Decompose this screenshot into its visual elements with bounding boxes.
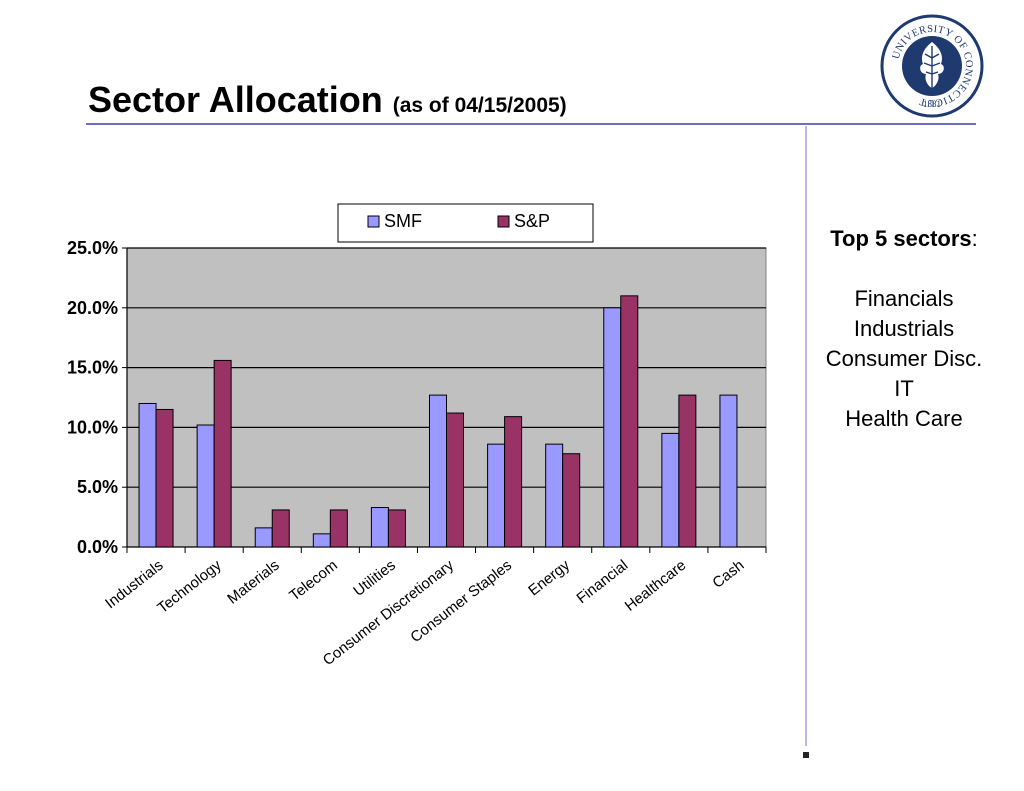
slide-subtitle: (as of 04/15/2005) — [392, 94, 567, 117]
y-tick-label: 20.0% — [67, 298, 118, 318]
x-tick-label: Materials — [224, 557, 282, 608]
bar-sp — [271, 509, 290, 548]
y-tick-label: 15.0% — [67, 358, 118, 378]
bar-smf — [312, 533, 331, 548]
top-sectors-heading: Top 5 sectors: — [808, 224, 1000, 254]
legend-swatch — [367, 215, 380, 228]
y-tick-label: 25.0% — [67, 238, 118, 258]
university-seal-logo: UNIVERSITY OF CONNECTICUT 1881 — [880, 14, 984, 118]
bar-smf — [196, 424, 215, 548]
bar-smf — [254, 527, 273, 548]
x-tick-label: Technology — [154, 556, 225, 616]
top-sector-item: Financials — [854, 286, 954, 311]
bar-smf — [487, 443, 506, 548]
x-tick-label: Healthcare — [622, 557, 690, 615]
bar-sp — [562, 453, 581, 548]
x-tick-label: Telecom — [286, 557, 340, 605]
bar-sp — [504, 416, 523, 548]
bar-smf — [661, 432, 680, 548]
legend-swatch — [497, 215, 510, 228]
oak-leaf-veins-icon — [923, 46, 941, 88]
bullet-square-icon — [803, 752, 809, 758]
top-sector-item: Consumer Disc. — [825, 346, 983, 371]
bar-sp — [446, 412, 464, 548]
vertical-divider — [805, 126, 807, 746]
bar-sp — [213, 359, 232, 548]
bar-smf — [370, 507, 389, 548]
y-tick-label: 5.0% — [77, 477, 118, 497]
bar-sp — [329, 509, 348, 548]
seal-year: 1881 — [923, 99, 941, 109]
bar-sp — [678, 394, 697, 548]
bar-smf — [429, 394, 447, 548]
sector-allocation-chart: 0.0%5.0%10.0%15.0%20.0%25.0%IndustrialsT… — [67, 203, 767, 669]
x-tick-label: Utilities — [350, 557, 399, 600]
bar-sp — [155, 408, 174, 548]
y-tick-label: 0.0% — [77, 537, 118, 557]
top-sectors-panel: Top 5 sectors: Financials Industrials Co… — [808, 224, 1000, 434]
slide-title: Sector Allocation (as of 04/15/2005) — [88, 78, 567, 128]
bar-sp — [620, 295, 639, 548]
x-tick-label: Consumer Staples — [407, 557, 515, 646]
x-tick-label: Energy — [525, 556, 573, 599]
bar-sp — [387, 509, 406, 548]
legend-label: SMF — [384, 211, 422, 231]
bar-smf — [603, 307, 622, 548]
top-sector-item: Health Care — [845, 406, 963, 431]
top-sector-item: IT — [894, 376, 914, 401]
bar-smf — [138, 402, 157, 548]
x-tick-label: Cash — [709, 557, 747, 592]
title-divider — [86, 123, 976, 125]
bar-smf — [719, 394, 738, 548]
top-sectors-heading-text: Top 5 sectors — [830, 226, 972, 251]
legend — [337, 203, 594, 243]
top-sectors-heading-colon: : — [971, 226, 978, 251]
bar-smf — [545, 443, 564, 548]
top-sector-item: Industrials — [853, 316, 955, 341]
y-tick-label: 10.0% — [67, 417, 118, 437]
legend-label: S&P — [514, 211, 550, 231]
slide-title-text: Sector Allocation — [88, 79, 383, 120]
